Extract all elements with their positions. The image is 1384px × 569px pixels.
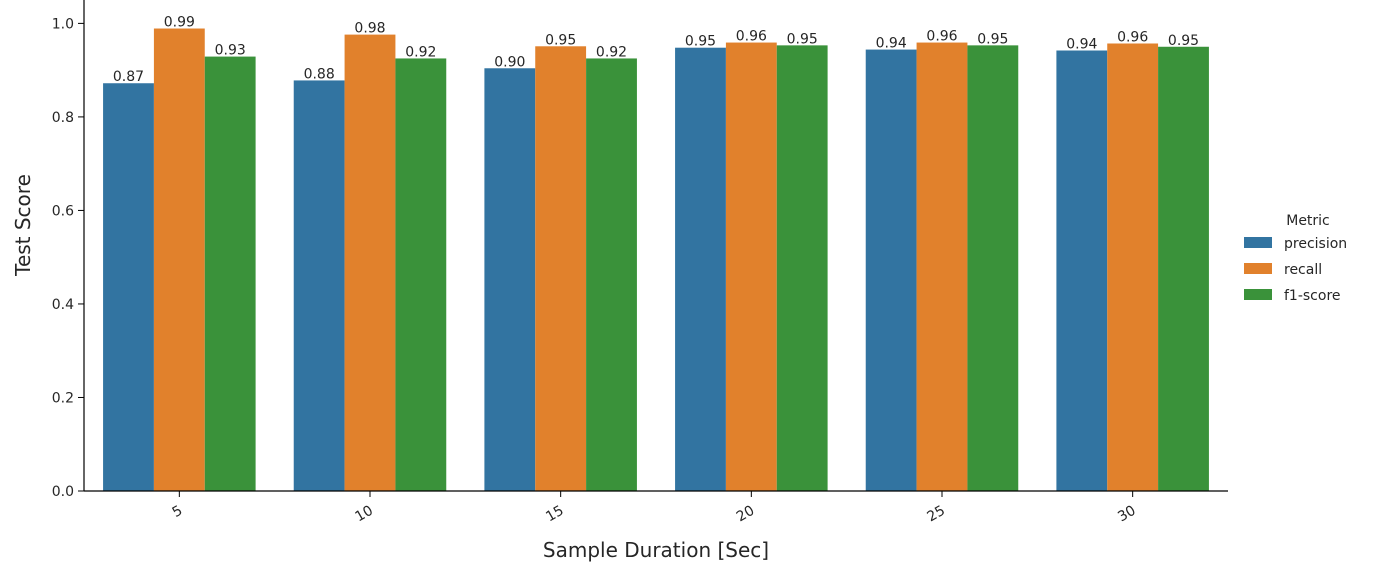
bar-precision-25 [865,49,917,491]
bar-recall-25 [916,42,968,492]
bar-recall-30 [1107,43,1159,492]
bar-f1-score-10 [395,58,447,491]
bar-recall-5 [153,28,205,492]
bar-precision-20 [675,47,726,491]
bar-label-precision-20: 0.95 [685,34,716,50]
legend-swatch-f1-score [1244,289,1272,300]
bar-f1-score-20 [776,45,828,492]
legend-label-precision: precision [1284,236,1347,252]
bar-label-precision-30: 0.94 [1066,37,1097,53]
legend-label-recall: recall [1284,262,1322,278]
bar-label-f1-score-5: 0.93 [215,43,246,59]
legend-title: Metric [1286,213,1330,229]
bar-label-f1-score-15: 0.92 [596,44,627,60]
bar-label-recall-15: 0.95 [545,32,576,48]
y-tick-label: 0.8 [52,110,74,126]
bar-labels-group: 0.87 0.88 0.90 0.95 0.94 0.94 0.99 0.98 0.95 0.96… [113,15,1199,86]
x-axis-title: Sample Duration [Sec] [543,538,769,562]
axes-group: 0.0 0.2 0.4 0.6 0.8 1.0 5 10 15 20 25 30 [52,0,1228,525]
y-tick-label: 0.6 [52,203,74,219]
bar-recall-10 [344,34,396,491]
x-tick-label-10: 10 [353,503,376,526]
x-tick-label-30: 30 [1115,503,1138,526]
x-tick-label-5: 5 [170,503,186,521]
bar-f1-score-5 [204,56,256,491]
bar-label-f1-score-20: 0.95 [787,31,818,47]
bar-f1-score-25 [967,45,1019,492]
y-tick-label: 0.2 [52,390,74,406]
bar-label-f1-score-30: 0.95 [1168,33,1199,49]
bar-precision-30 [1056,50,1108,491]
bar-recall-15 [535,46,587,491]
bar-f1-score-15 [586,58,637,491]
y-axis-title: Test Score [11,174,35,277]
legend: Metric precision recall f1-score [1244,213,1347,304]
bar-f1-score-30 [1158,46,1209,491]
x-tick-label-25: 25 [925,503,948,526]
bar-label-f1-score-25: 0.95 [977,31,1008,47]
bar-label-precision-5: 0.87 [113,69,144,85]
legend-swatch-precision [1244,237,1272,248]
bar-label-f1-score-10: 0.92 [405,44,436,60]
y-tick-label: 1.0 [52,16,74,32]
bar-precision-10 [293,80,345,492]
bar-label-precision-25: 0.94 [876,36,907,52]
y-tick-label: 0.4 [52,297,74,313]
x-tick-label-15: 15 [543,503,566,526]
bar-precision-5 [103,83,154,492]
bar-label-recall-5: 0.99 [164,15,195,31]
bar-recall-20 [725,42,777,492]
bar-label-precision-10: 0.88 [304,66,335,82]
bar-label-recall-20: 0.96 [736,29,767,45]
bar-label-precision-15: 0.90 [494,54,525,70]
y-tick-label: 0.0 [52,484,74,500]
legend-label-f1-score: f1-score [1284,288,1341,304]
bar-label-recall-10: 0.98 [354,21,385,37]
bar-label-recall-30: 0.96 [1117,29,1148,45]
legend-swatch-recall [1244,263,1272,274]
bar-label-recall-25: 0.96 [926,29,957,45]
x-tick-label-20: 20 [734,503,757,526]
bars-group [103,28,1209,492]
bar-precision-15 [484,68,536,492]
